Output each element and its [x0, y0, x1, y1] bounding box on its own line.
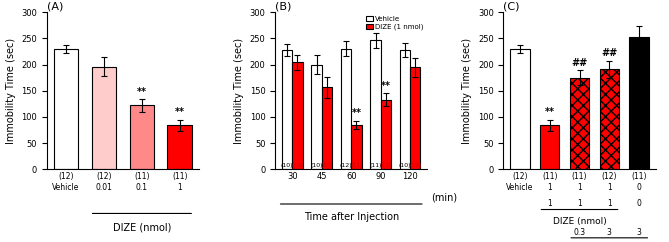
Bar: [381, 100, 391, 169]
Bar: [400, 50, 410, 169]
Text: 1: 1: [547, 199, 552, 208]
Bar: [630, 37, 649, 169]
Bar: [351, 125, 361, 169]
Bar: [341, 49, 351, 169]
Bar: [510, 49, 530, 169]
Text: (10): (10): [281, 163, 294, 168]
Bar: [570, 78, 589, 169]
Bar: [167, 125, 192, 169]
Text: ##: ##: [571, 58, 587, 68]
Text: (12): (12): [340, 163, 353, 168]
Text: (10): (10): [399, 163, 411, 168]
Bar: [371, 40, 381, 169]
Y-axis label: Immobility Time (sec): Immobility Time (sec): [234, 38, 244, 144]
Text: (A): (A): [47, 1, 63, 11]
Bar: [322, 87, 332, 169]
Bar: [92, 67, 116, 169]
Text: (11): (11): [379, 163, 392, 168]
Bar: [130, 106, 154, 169]
Text: 0.3: 0.3: [573, 227, 585, 237]
Text: ##: ##: [601, 48, 617, 58]
Text: 1: 1: [607, 199, 611, 208]
Bar: [599, 69, 619, 169]
Bar: [312, 65, 322, 169]
Text: (C): (C): [503, 1, 520, 11]
Text: 0: 0: [637, 199, 642, 208]
Text: **: **: [175, 107, 185, 118]
Text: (min): (min): [431, 193, 457, 203]
Y-axis label: Immobility Time (sec): Immobility Time (sec): [5, 38, 15, 144]
Text: **: **: [137, 87, 147, 97]
Bar: [410, 67, 420, 169]
Text: 1: 1: [577, 199, 582, 208]
Bar: [540, 125, 559, 169]
Text: DIZE (nmol): DIZE (nmol): [553, 217, 606, 226]
Text: (10): (10): [320, 163, 333, 168]
Text: **: **: [351, 108, 361, 118]
Text: **: **: [381, 81, 391, 91]
Text: 3: 3: [607, 227, 611, 237]
Text: (10): (10): [409, 163, 421, 168]
Text: (10): (10): [310, 163, 323, 168]
Bar: [292, 62, 302, 169]
Text: (11): (11): [350, 163, 363, 168]
Text: (11): (11): [369, 163, 382, 168]
Text: DIZE (nmol): DIZE (nmol): [112, 223, 171, 233]
Text: 3: 3: [637, 227, 642, 237]
Y-axis label: Immobility Time (sec): Immobility Time (sec): [462, 38, 472, 144]
Legend: Vehicle, DIZE (1 nmol): Vehicle, DIZE (1 nmol): [366, 15, 424, 30]
Text: (B): (B): [275, 1, 292, 11]
Bar: [282, 50, 292, 169]
Bar: [54, 49, 78, 169]
Text: (10): (10): [291, 163, 304, 168]
Text: **: **: [545, 107, 555, 118]
Text: Time after Injection: Time after Injection: [304, 212, 399, 222]
